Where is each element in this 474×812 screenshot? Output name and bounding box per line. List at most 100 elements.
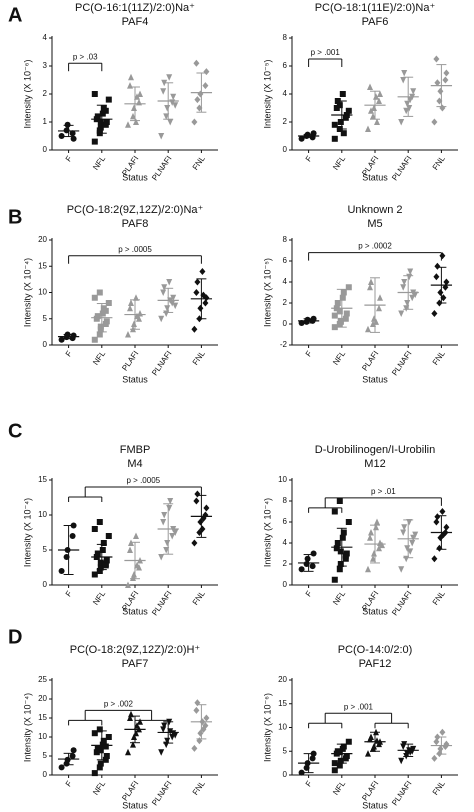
point [439, 104, 446, 112]
point [91, 336, 98, 343]
y-tick-label: 8 [283, 235, 288, 244]
point [136, 98, 142, 106]
y-tick-label: 2 [43, 89, 48, 98]
y-tick-label: 10 [278, 723, 287, 732]
point [331, 312, 338, 319]
error-bar [63, 525, 74, 575]
error-bar [336, 743, 347, 764]
point [337, 757, 344, 764]
error-bar [96, 730, 107, 761]
y-axis-label: Intensity (X 10⁻⁴) [22, 258, 32, 327]
point [331, 121, 338, 128]
point [334, 300, 341, 306]
error-bar [303, 554, 314, 572]
y-tick-label: 20 [278, 675, 287, 684]
chart-subtitle: PAF8 [122, 218, 149, 230]
point [336, 308, 343, 315]
point [103, 557, 110, 564]
point [407, 268, 414, 275]
point [128, 299, 134, 306]
point [137, 90, 143, 97]
point [336, 749, 343, 756]
point [70, 522, 77, 529]
point [443, 278, 450, 286]
point [437, 289, 444, 296]
p-value: p > .0002 [358, 242, 392, 251]
y-axis-label: Intensity (X 10⁻⁶) [22, 60, 32, 129]
x-axis-label: Status [362, 172, 388, 182]
x-axis-label: Status [122, 606, 148, 616]
point [368, 107, 374, 114]
point [158, 749, 165, 756]
x-tick-label: FNL [191, 349, 207, 367]
x-tick-label: PLAFI [120, 779, 140, 802]
point [131, 104, 137, 111]
error-bar [403, 519, 414, 559]
point [161, 722, 168, 730]
x-tick-label: PLAFI [120, 349, 140, 372]
point [166, 505, 173, 512]
point [431, 310, 438, 317]
y-tick-label: 0 [43, 145, 48, 154]
p-value: p > .0005 [127, 476, 161, 485]
error-bar [63, 752, 74, 766]
p-value: p > .01 [371, 487, 396, 496]
point [131, 571, 137, 578]
y-axis-label: Intensity (X 10⁻⁶) [262, 693, 272, 762]
point [400, 77, 407, 84]
point [401, 279, 408, 286]
point [70, 747, 77, 754]
point [97, 760, 104, 767]
point [331, 767, 338, 774]
x-tick-label: NFL [91, 589, 107, 607]
p-value: p > .03 [73, 52, 98, 61]
point [298, 769, 305, 776]
error-bar [336, 527, 347, 567]
point [374, 518, 380, 525]
x-tick-label: NFL [331, 154, 347, 172]
point [336, 102, 343, 109]
point [337, 318, 344, 325]
point [337, 119, 344, 125]
point [331, 760, 338, 767]
point [376, 544, 382, 552]
point [379, 541, 385, 549]
error-bar [403, 743, 414, 757]
chart-subtitle: M12 [364, 458, 385, 470]
point [70, 135, 77, 142]
point [376, 304, 382, 312]
point [169, 734, 176, 741]
point [339, 534, 346, 541]
point [202, 82, 209, 90]
point [431, 754, 438, 762]
point [199, 268, 206, 275]
point [376, 97, 382, 104]
point [431, 118, 438, 126]
error-bar [130, 541, 140, 580]
x-tick-label: F [64, 779, 74, 788]
point [94, 550, 101, 557]
point [398, 119, 405, 126]
point [58, 764, 65, 771]
point [161, 284, 168, 291]
point [437, 87, 444, 95]
point [96, 331, 103, 338]
x-tick-label: NFL [331, 349, 347, 367]
y-tick-label: 8 [283, 33, 288, 42]
point [137, 718, 143, 725]
y-tick-label: 6 [283, 256, 288, 265]
point [334, 540, 341, 546]
chart-subtitle: PAF7 [122, 658, 149, 670]
point [105, 533, 112, 539]
chart-title: D-Urobilinogen/I-Urobilin [315, 444, 435, 456]
chart-subtitle: M5 [367, 218, 382, 230]
point [127, 304, 133, 312]
error-bar [303, 318, 314, 324]
point [298, 566, 305, 573]
point [96, 568, 103, 574]
point [340, 743, 347, 750]
point [304, 555, 311, 562]
point [401, 70, 408, 77]
point [103, 318, 110, 325]
chart-title: PC(O-18:2(9Z,12Z)/2:0)Na⁺ [67, 204, 204, 216]
